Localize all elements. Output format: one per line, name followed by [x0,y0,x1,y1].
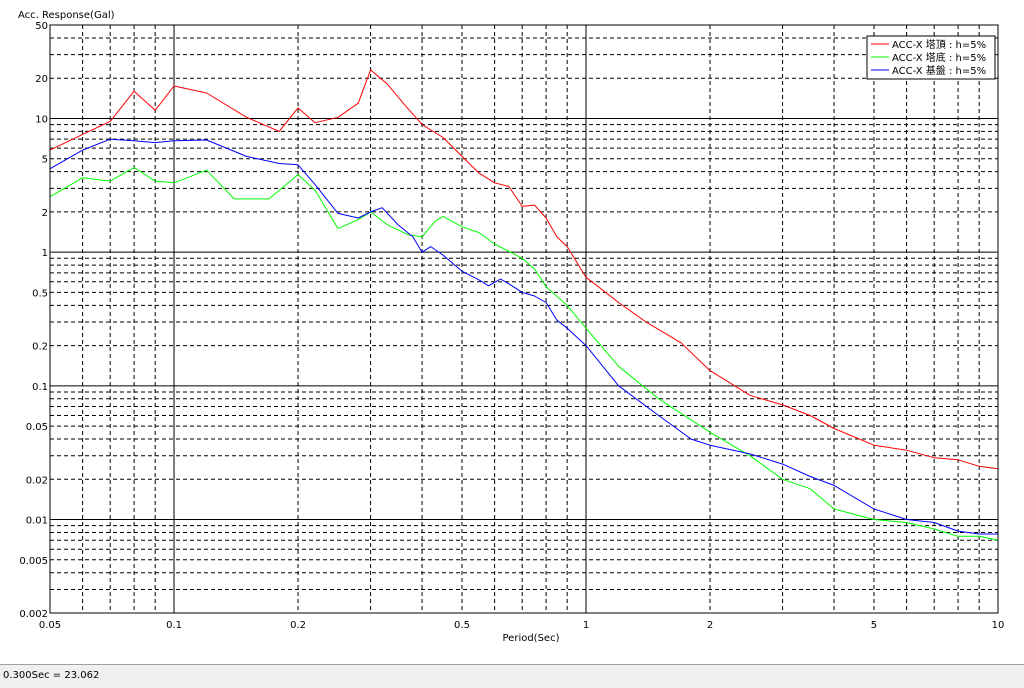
y-tick-label: 0.05 [26,422,48,433]
y-tick-label: 2 [42,208,48,219]
legend-label: ACC-X 基盤 : h=5% [892,64,986,77]
y-tick-label: 50 [35,21,48,32]
grid-lines [50,25,998,613]
x-tick-label: 0.1 [166,620,182,631]
plot-background [0,0,1024,664]
x-tick-label: 0.05 [39,620,61,631]
legend: ACC-X 塔頂 : h=5%ACC-X 塔底 : h=5%ACC-X 基盤 :… [866,35,996,80]
x-tick-label: 1 [583,620,589,631]
legend-label: ACC-X 塔頂 : h=5% [892,38,986,51]
legend-label: ACC-X 塔底 : h=5% [892,51,986,64]
series-lines [49,69,999,541]
y-axis-title: Acc. Response(Gal) [18,10,115,21]
y-tick-label: 0.002 [19,609,48,620]
series-line-3 [49,138,998,535]
y-tick-label: 0.1 [32,382,48,393]
y-tick-labels: 0.002 0.005 0.01 0.02 0.05 0.1 0.2 0.5 1 2 5 10 20 50 [19,21,48,620]
x-tick-label: 10 [992,620,1005,631]
y-tick-label: 1 [42,248,48,259]
y-tick-label: 20 [35,74,48,85]
y-tick-label: 5 [42,155,48,166]
x-axis-title: Period(Sec) [503,633,560,644]
series-line-1 [49,69,999,470]
y-tick-label: 0.005 [19,556,48,567]
x-tick-label: 0.5 [454,620,470,631]
y-tick-label: 0.5 [32,288,48,299]
series-line-2 [49,167,999,541]
plot-frame [49,24,999,614]
y-tick-label: 0.02 [26,475,48,486]
x-tick-label: 2 [707,620,713,631]
y-tick-label: 0.01 [26,516,48,527]
status-bar: 0.300Sec = 23.062 [0,664,1024,688]
y-tick-label: 0.2 [32,342,48,353]
y-tick-label: 10 [35,114,48,125]
x-tick-label: 0.2 [290,620,306,631]
response-spectrum-chart: 0.05 0.1 0.2 0.5 1 2 5 10 0.0020.0050.010.020.0… [0,0,1024,664]
x-tick-label: 5 [871,620,877,631]
status-readout: 0.300Sec = 23.062 [3,670,100,681]
x-tick-labels: 0.05 0.1 0.2 0.5 1 2 5 10 [39,620,1005,631]
